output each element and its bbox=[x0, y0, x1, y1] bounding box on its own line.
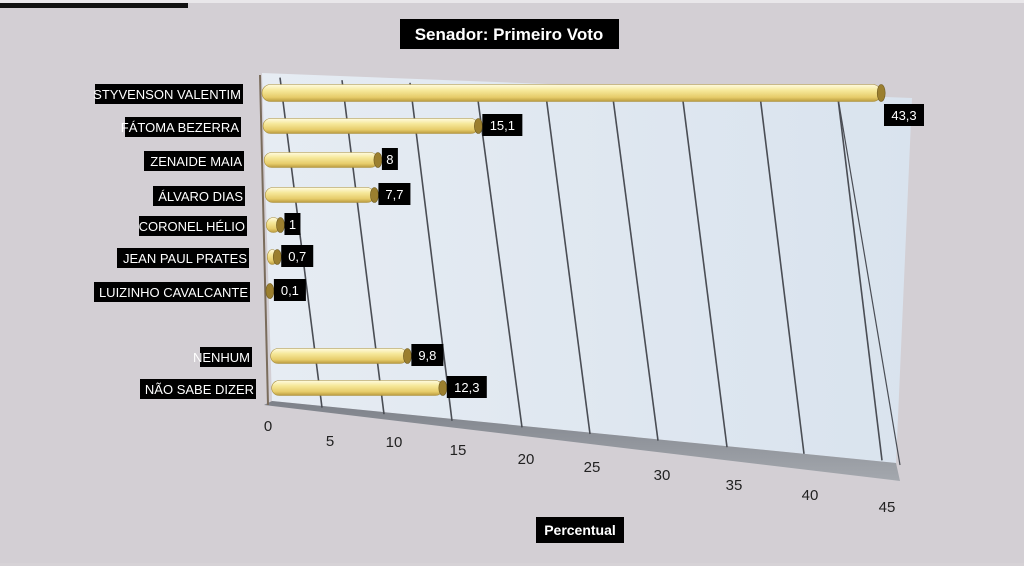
value-label-box bbox=[284, 213, 301, 235]
bar bbox=[262, 118, 479, 134]
category-label: NÃO SABE DIZER bbox=[145, 382, 254, 397]
bar-chart: Senador: Primeiro Voto STYVENSON VALENTI… bbox=[93, 19, 924, 543]
category-label: LUIZINHO CAVALCANTE bbox=[99, 285, 248, 300]
bar-end-cap bbox=[474, 118, 483, 134]
value-label: 1 bbox=[289, 217, 296, 232]
category-label-box bbox=[139, 216, 247, 236]
category-label: ÁLVARO DIAS bbox=[158, 189, 243, 204]
gridline bbox=[837, 98, 883, 461]
x-tick-label: 40 bbox=[802, 487, 819, 504]
top-tab-marker bbox=[0, 3, 188, 8]
x-tick-label: 45 bbox=[879, 499, 896, 516]
category-label-box bbox=[200, 347, 252, 367]
bar-end-cap bbox=[876, 84, 886, 102]
category-label-box bbox=[144, 151, 244, 171]
value-label-box bbox=[884, 104, 924, 126]
category-label-box bbox=[153, 186, 245, 206]
category-label-box bbox=[95, 84, 243, 104]
bar bbox=[265, 187, 375, 203]
bar bbox=[271, 380, 444, 396]
value-label: 12,3 bbox=[454, 380, 479, 395]
bar bbox=[263, 152, 379, 168]
bar bbox=[270, 348, 408, 364]
gridline bbox=[544, 87, 591, 435]
gridline bbox=[759, 95, 805, 454]
value-label-box bbox=[378, 183, 411, 205]
category-label-box bbox=[94, 282, 250, 302]
value-label-box bbox=[411, 344, 444, 366]
gridline bbox=[409, 82, 453, 421]
gridline bbox=[837, 97, 901, 466]
x-axis-label-box bbox=[536, 517, 624, 543]
value-label: 9,8 bbox=[418, 348, 436, 363]
value-label: 43,3 bbox=[891, 108, 916, 123]
value-label-box bbox=[273, 279, 306, 301]
category-label-box bbox=[140, 379, 256, 399]
plot-floor bbox=[264, 401, 900, 481]
bar bbox=[261, 84, 882, 102]
x-tick-label: 15 bbox=[450, 442, 467, 459]
gridline bbox=[681, 93, 728, 448]
bar-end-cap bbox=[272, 249, 282, 265]
bar-end-cap bbox=[438, 380, 448, 396]
chart-title-box bbox=[400, 19, 619, 49]
bar-end-cap bbox=[403, 348, 412, 364]
value-label: 7,7 bbox=[385, 187, 403, 202]
bar-end-cap bbox=[265, 283, 275, 299]
category-label: JEAN PAUL PRATES bbox=[123, 251, 247, 266]
gridline bbox=[475, 85, 523, 428]
x-tick-label: 20 bbox=[518, 451, 535, 468]
x-tick-label: 10 bbox=[386, 434, 403, 451]
value-label-box bbox=[482, 114, 523, 136]
chart-title: Senador: Primeiro Voto bbox=[415, 25, 604, 44]
value-label: 0,1 bbox=[281, 283, 299, 298]
bar-end-cap bbox=[370, 187, 379, 203]
x-axis-label: Percentual bbox=[544, 522, 616, 538]
category-label: STYVENSON VALENTIM bbox=[93, 87, 241, 102]
category-label-box bbox=[117, 248, 249, 268]
category-label: ZENAIDE MAIA bbox=[150, 154, 242, 169]
x-tick-label: 35 bbox=[726, 477, 743, 494]
value-label: 15,1 bbox=[490, 118, 515, 133]
bar-end-cap bbox=[373, 152, 383, 168]
category-label: NENHUM bbox=[193, 350, 250, 365]
left-axis-line bbox=[259, 74, 269, 406]
value-label: 8 bbox=[386, 152, 393, 167]
value-label-box bbox=[281, 245, 314, 267]
category-label: FÁTOMA BEZERRA bbox=[121, 120, 240, 135]
category-label: CORONEL HÉLIO bbox=[139, 219, 245, 234]
x-tick-label: 0 bbox=[264, 418, 272, 435]
gridline bbox=[611, 90, 659, 441]
x-tick-label: 5 bbox=[326, 433, 334, 450]
bar-end-cap bbox=[276, 217, 285, 233]
category-label-box bbox=[125, 117, 241, 137]
x-tick-label: 30 bbox=[654, 467, 671, 484]
value-label-box bbox=[446, 376, 487, 398]
value-label-box bbox=[381, 148, 398, 170]
x-tick-label: 25 bbox=[584, 459, 601, 476]
value-label: 0,7 bbox=[288, 249, 306, 264]
